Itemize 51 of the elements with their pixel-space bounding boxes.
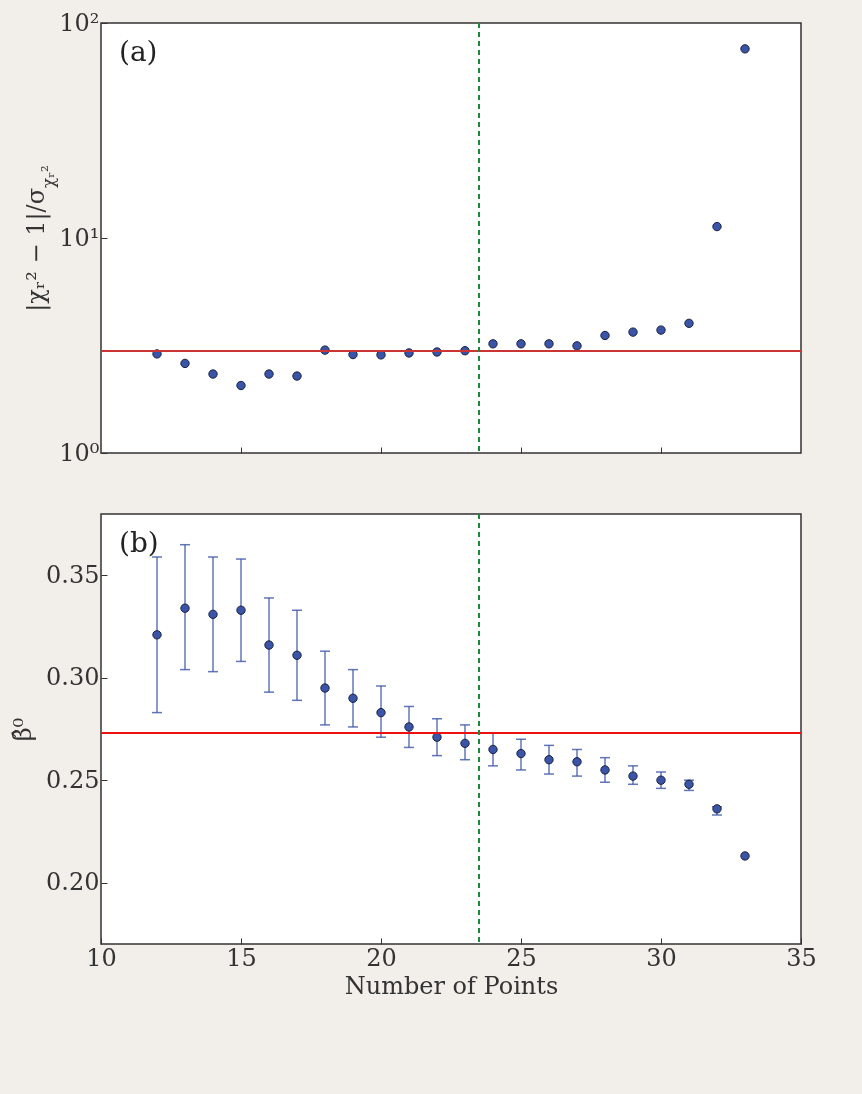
- point: [404, 722, 414, 732]
- x-tick-label: 15: [226, 943, 257, 972]
- point: [740, 44, 750, 54]
- annotation: (a): [119, 35, 158, 68]
- y-tick-label: 10¹: [59, 223, 100, 252]
- point: [600, 330, 610, 341]
- y-tick-label: 0.25: [46, 765, 100, 794]
- point: [572, 341, 582, 351]
- point: [236, 605, 246, 615]
- point: [208, 369, 218, 379]
- point: [292, 371, 302, 381]
- x-tick-label: 35: [786, 943, 817, 972]
- point: [264, 640, 274, 650]
- y-tick-label: 0.35: [46, 560, 100, 589]
- point: [516, 748, 526, 759]
- point: [712, 221, 722, 232]
- point: [656, 775, 666, 785]
- x-axis-title: Number of Points: [344, 971, 559, 1000]
- point: [572, 757, 582, 767]
- x-tick-label: 30: [646, 943, 677, 972]
- point: [488, 744, 498, 755]
- y-tick-label: 0.30: [46, 663, 100, 692]
- point: [320, 683, 330, 693]
- point: [292, 650, 302, 660]
- y-tick-label: 0.20: [46, 868, 100, 897]
- point: [740, 851, 750, 861]
- point: [460, 738, 470, 749]
- point: [684, 318, 694, 328]
- point: [516, 339, 526, 349]
- point: [488, 339, 498, 349]
- point: [180, 358, 190, 369]
- point: [208, 609, 218, 620]
- y-tick-label: 10⁰: [59, 438, 100, 467]
- point: [544, 755, 554, 765]
- annotation: (b): [119, 526, 159, 559]
- x-tick-label: 10: [86, 943, 117, 972]
- point: [264, 369, 274, 379]
- point: [152, 630, 162, 640]
- point: [376, 707, 386, 718]
- point: [544, 339, 554, 349]
- y-axis-title: β̂⁰: [9, 717, 38, 742]
- point: [600, 765, 610, 775]
- point: [180, 603, 190, 613]
- x-tick-label: 20: [366, 943, 397, 972]
- point: [628, 327, 638, 337]
- point: [236, 380, 246, 391]
- x-tick-label: 25: [506, 943, 537, 972]
- y-tick-label: 10²: [59, 8, 100, 37]
- point: [348, 693, 358, 703]
- point: [628, 771, 638, 781]
- point: [656, 325, 666, 335]
